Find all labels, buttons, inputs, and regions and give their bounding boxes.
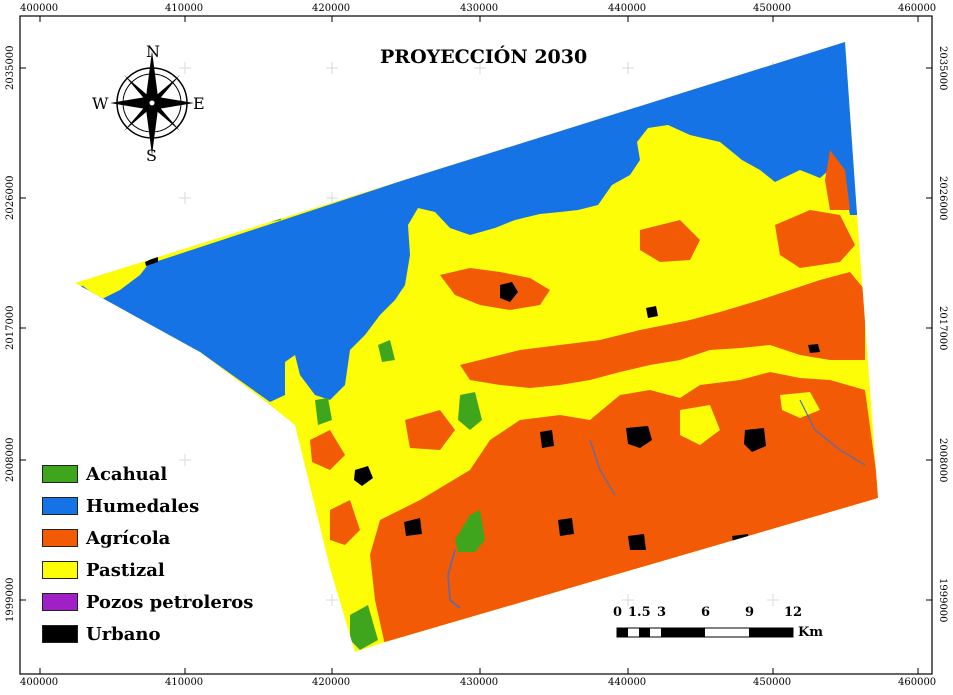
urbano-area bbox=[808, 344, 820, 353]
legend-label: Acahual bbox=[86, 463, 168, 485]
y-tick-label: 2035000 bbox=[5, 45, 16, 90]
x-tick-label: 450000 bbox=[753, 3, 792, 14]
compass-north-label: N bbox=[146, 42, 160, 61]
y-tick-label: 2017000 bbox=[937, 306, 948, 351]
acahual-area bbox=[350, 605, 378, 650]
legend-item: Acahual bbox=[42, 458, 253, 490]
scale-label: 0 bbox=[613, 605, 623, 620]
humedales-area bbox=[75, 42, 860, 402]
legend-label: Humedales bbox=[86, 495, 200, 517]
x-tick-label: 460000 bbox=[898, 677, 937, 688]
agricola-area bbox=[440, 268, 550, 310]
x-tick-label: 420000 bbox=[312, 3, 351, 14]
agricola-area bbox=[330, 500, 360, 545]
scale-label: 3 bbox=[657, 605, 667, 620]
legend-swatch bbox=[42, 625, 78, 643]
legend: Acahual Humedales Agrícola Pastizal Pozos pe… bbox=[42, 458, 253, 650]
scale-label: 12 bbox=[784, 605, 803, 620]
pastizal-strip bbox=[82, 262, 150, 300]
x-tick-label: 430000 bbox=[460, 3, 499, 14]
urbano-area bbox=[404, 518, 422, 536]
graticule-ticks bbox=[20, 16, 932, 674]
x-tick-label: 400000 bbox=[20, 677, 59, 688]
map-title: PROYECCIÓN 2030 bbox=[380, 46, 588, 68]
urbano-area bbox=[145, 256, 158, 266]
scale-unit: Km bbox=[798, 625, 824, 640]
legend-label: Agrícola bbox=[86, 527, 171, 549]
urbano-area bbox=[744, 428, 766, 452]
y-tick-label: 1999000 bbox=[937, 578, 948, 623]
agricola-area bbox=[405, 410, 455, 450]
acahual-area bbox=[455, 510, 485, 552]
compass-east-label: E bbox=[193, 94, 205, 113]
urbano-area bbox=[628, 534, 646, 550]
legend-item: Pastizal bbox=[42, 554, 253, 586]
urbano-area bbox=[540, 430, 554, 448]
river bbox=[447, 549, 461, 609]
scale-bar bbox=[616, 627, 794, 638]
y-tick-label: 2026000 bbox=[937, 176, 948, 221]
y-tick-label: 2008000 bbox=[937, 438, 948, 483]
x-tick-label: 410000 bbox=[165, 677, 204, 688]
acahual-area bbox=[458, 392, 482, 430]
legend-swatch bbox=[42, 593, 78, 611]
legend-item: Pozos petroleros bbox=[42, 586, 253, 618]
legend-item: Humedales bbox=[42, 490, 253, 522]
compass-south-label: S bbox=[146, 146, 157, 165]
legend-swatch bbox=[42, 561, 78, 579]
x-tick-label: 460000 bbox=[898, 3, 937, 14]
x-tick-label: 450000 bbox=[753, 677, 792, 688]
pastizal-area bbox=[780, 392, 820, 418]
legend-swatch bbox=[42, 497, 78, 515]
legend-label: Pastizal bbox=[86, 559, 165, 581]
agricola-area bbox=[310, 430, 345, 470]
y-tick-label: 2035000 bbox=[937, 46, 948, 91]
legend-label: Pozos petroleros bbox=[86, 591, 254, 613]
urbano-area bbox=[558, 518, 574, 536]
scale-label: 6 bbox=[701, 605, 711, 620]
y-tick-label: 2017000 bbox=[5, 305, 16, 350]
y-tick-label: 1999000 bbox=[5, 577, 16, 622]
map-border bbox=[19, 15, 933, 675]
compass-west-label: W bbox=[92, 94, 109, 113]
agricola-area bbox=[640, 220, 700, 262]
urbano-area bbox=[626, 426, 652, 448]
legend-item: Urbano bbox=[42, 618, 253, 650]
legend-label: Urbano bbox=[86, 623, 161, 645]
legend-swatch bbox=[42, 465, 78, 483]
urbano-area bbox=[354, 466, 373, 486]
agricola-area bbox=[460, 272, 865, 388]
urbano-area bbox=[646, 306, 658, 318]
agricola-area bbox=[775, 210, 855, 268]
pastizal-area bbox=[680, 405, 720, 445]
scale-label: 1.5 bbox=[628, 605, 651, 620]
river bbox=[799, 399, 866, 466]
acahual-area bbox=[378, 340, 395, 362]
acahual-area bbox=[315, 398, 332, 425]
urbano-area bbox=[500, 282, 518, 302]
river bbox=[589, 439, 616, 496]
y-tick-label: 2026000 bbox=[5, 175, 16, 220]
agricola-area bbox=[825, 150, 850, 210]
legend-item: Agrícola bbox=[42, 522, 253, 554]
x-tick-label: 430000 bbox=[460, 677, 499, 688]
y-tick-label: 2008000 bbox=[5, 437, 16, 482]
x-tick-label: 410000 bbox=[165, 3, 204, 14]
x-tick-label: 440000 bbox=[608, 677, 647, 688]
x-tick-label: 400000 bbox=[20, 3, 59, 14]
x-tick-label: 420000 bbox=[312, 677, 351, 688]
x-tick-label: 440000 bbox=[608, 3, 647, 14]
north-arrow-icon bbox=[110, 51, 194, 155]
legend-swatch bbox=[42, 529, 78, 547]
scale-label: 9 bbox=[745, 605, 755, 620]
